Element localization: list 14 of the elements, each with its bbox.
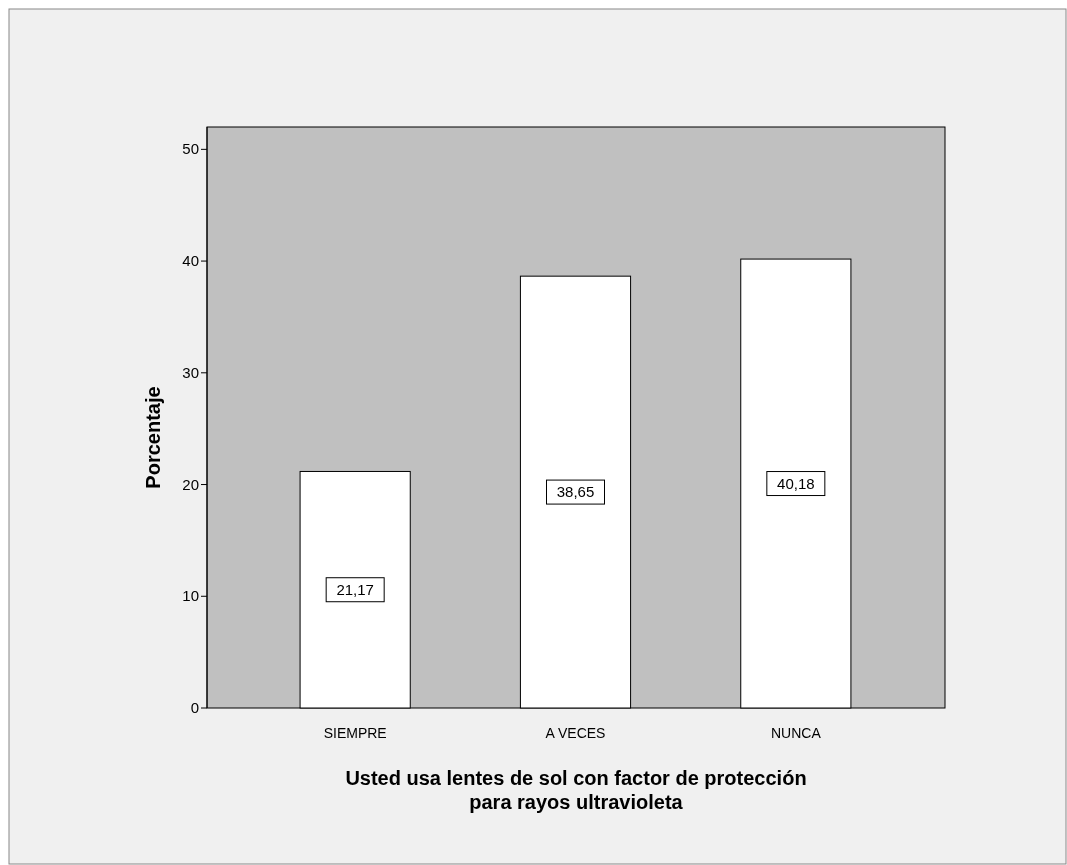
x-axis-title: Usted usa lentes de sol con factor de protección para rayos ultravioleta	[345, 767, 807, 813]
data-label: 38,65	[556, 483, 595, 501]
y-tick-label: 20	[182, 475, 199, 493]
y-tick-label: 10	[182, 587, 199, 605]
y-axis-title: Porcentaje	[142, 386, 164, 489]
data-label: 40,18	[777, 474, 815, 492]
y-tick-label: 40	[182, 252, 199, 270]
y-tick-label: 0	[190, 699, 199, 716]
x-tick-label: A VECES	[545, 725, 606, 741]
x-tick-label: NUNCA	[770, 725, 822, 741]
data-label: 21,17	[336, 580, 374, 598]
y-tick-label: 30	[182, 363, 199, 381]
y-tick-label: 50	[182, 140, 199, 158]
x-tick-label: SIEMPRE	[323, 725, 387, 741]
